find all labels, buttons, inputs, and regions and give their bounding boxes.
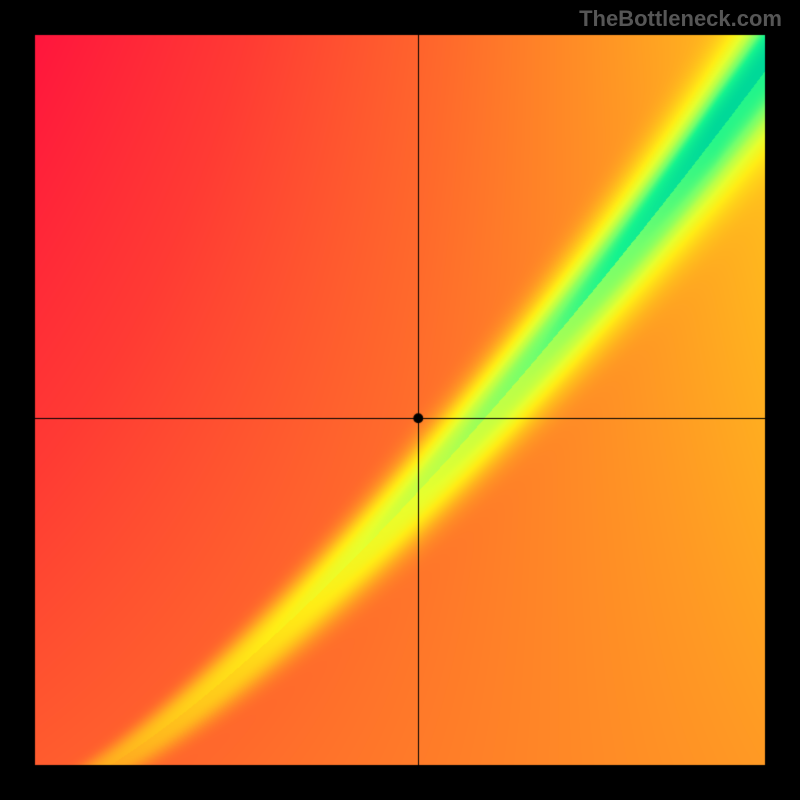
chart-container: TheBottleneck.com xyxy=(0,0,800,800)
heatmap-canvas xyxy=(0,0,800,800)
watermark-text: TheBottleneck.com xyxy=(579,6,782,32)
